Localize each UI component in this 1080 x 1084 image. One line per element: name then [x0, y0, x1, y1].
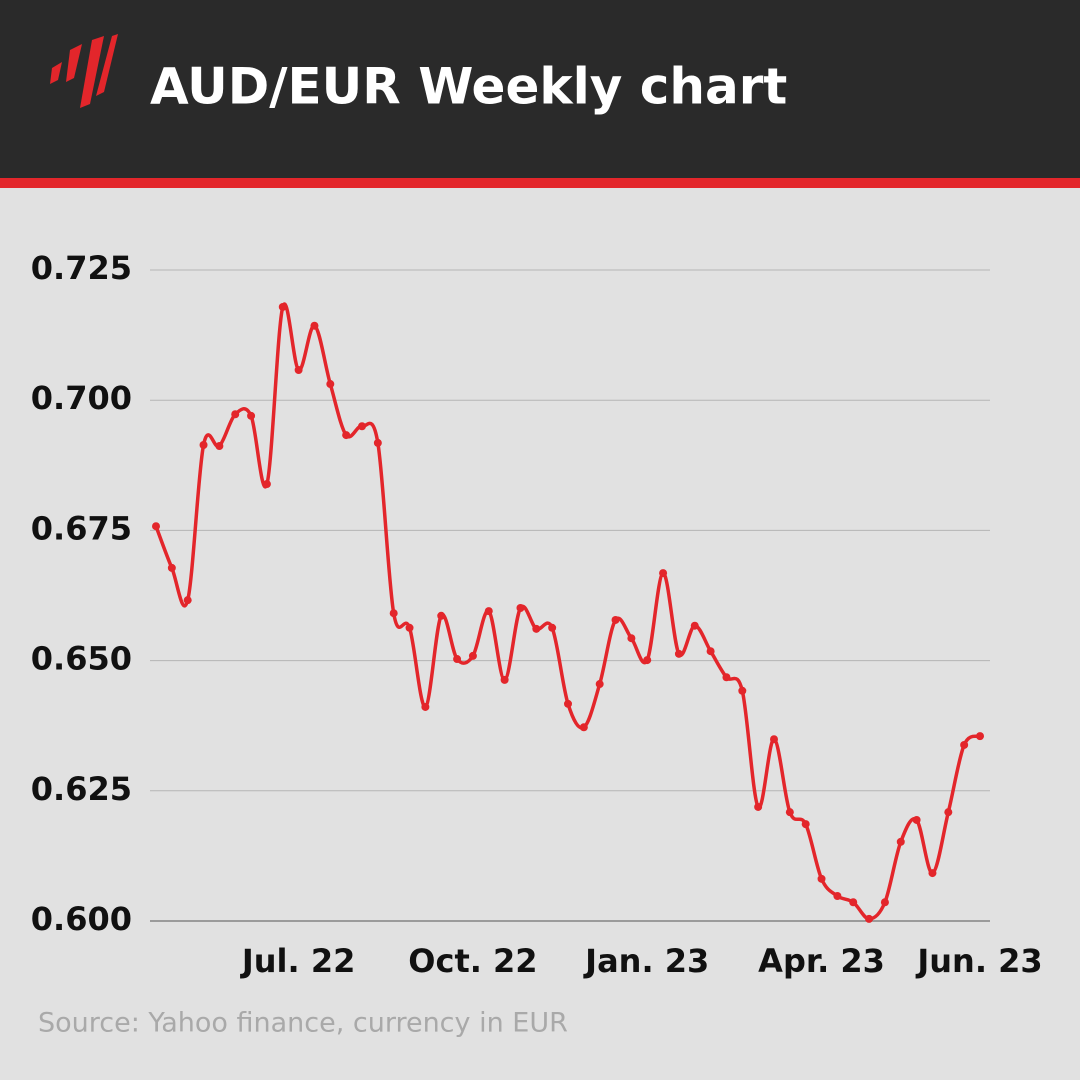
x-tick-label: Apr. 23 [758, 942, 885, 980]
data-point [500, 675, 509, 684]
data-point [453, 655, 462, 664]
data-point [247, 411, 256, 420]
data-point [976, 732, 984, 741]
data-point [579, 723, 588, 732]
data-point [849, 898, 858, 907]
data-point [358, 422, 366, 431]
x-tick-label: Jan. 23 [583, 942, 709, 980]
data-point [833, 892, 842, 901]
data-point [785, 808, 794, 817]
data-point [294, 365, 303, 374]
data-point [690, 621, 699, 630]
data-point [310, 321, 319, 330]
data-point [262, 480, 271, 489]
data-point [342, 431, 351, 440]
data-point [152, 522, 160, 531]
data-point [912, 815, 921, 824]
x-tick-label: Jun. 23 [915, 942, 1042, 980]
data-point [817, 874, 826, 883]
x-tick-label: Oct. 22 [408, 942, 537, 980]
data-point [754, 802, 763, 811]
y-tick-label: 0.725 [31, 249, 132, 287]
data-point [738, 686, 747, 695]
y-tick-label: 0.675 [31, 509, 132, 547]
data-point [278, 302, 287, 311]
data-point [659, 569, 668, 578]
data-point [564, 699, 572, 708]
y-tick-label: 0.650 [31, 640, 132, 678]
data-point [326, 380, 335, 389]
data-point [183, 596, 192, 605]
data-point [215, 442, 224, 451]
y-tick-label: 0.700 [31, 379, 132, 417]
chart-title: AUD/EUR Weekly chart [150, 58, 787, 116]
data-point [627, 634, 636, 643]
data-point [611, 615, 620, 624]
data-point [928, 869, 937, 878]
header [0, 0, 1080, 178]
data-point [896, 837, 905, 846]
data-point [960, 740, 969, 749]
data-point [231, 410, 240, 419]
data-point [801, 820, 810, 829]
y-tick-label: 0.625 [31, 770, 132, 808]
data-point [484, 607, 493, 616]
data-point [405, 623, 414, 632]
source-note: Source: Yahoo finance, currency in EUR [38, 1008, 568, 1039]
data-point [865, 914, 874, 923]
data-point [373, 438, 382, 447]
data-point [595, 680, 604, 689]
data-point [674, 649, 683, 658]
data-point [199, 440, 208, 449]
logo [50, 34, 118, 108]
y-tick-label: 0.600 [31, 900, 132, 938]
data-point [532, 624, 541, 633]
data-point [722, 673, 731, 682]
data-point [389, 609, 398, 618]
data-point [421, 702, 430, 711]
data-point [167, 563, 176, 572]
data-point [516, 603, 525, 612]
data-point [944, 808, 953, 817]
data-point [643, 656, 652, 665]
header-stripe [0, 178, 1080, 188]
data-point [548, 623, 557, 632]
data-point [468, 651, 477, 660]
data-point [706, 647, 715, 656]
data-point [880, 898, 889, 907]
x-tick-label: Jul. 22 [240, 942, 355, 980]
data-point [770, 735, 778, 744]
data-point [437, 611, 446, 620]
